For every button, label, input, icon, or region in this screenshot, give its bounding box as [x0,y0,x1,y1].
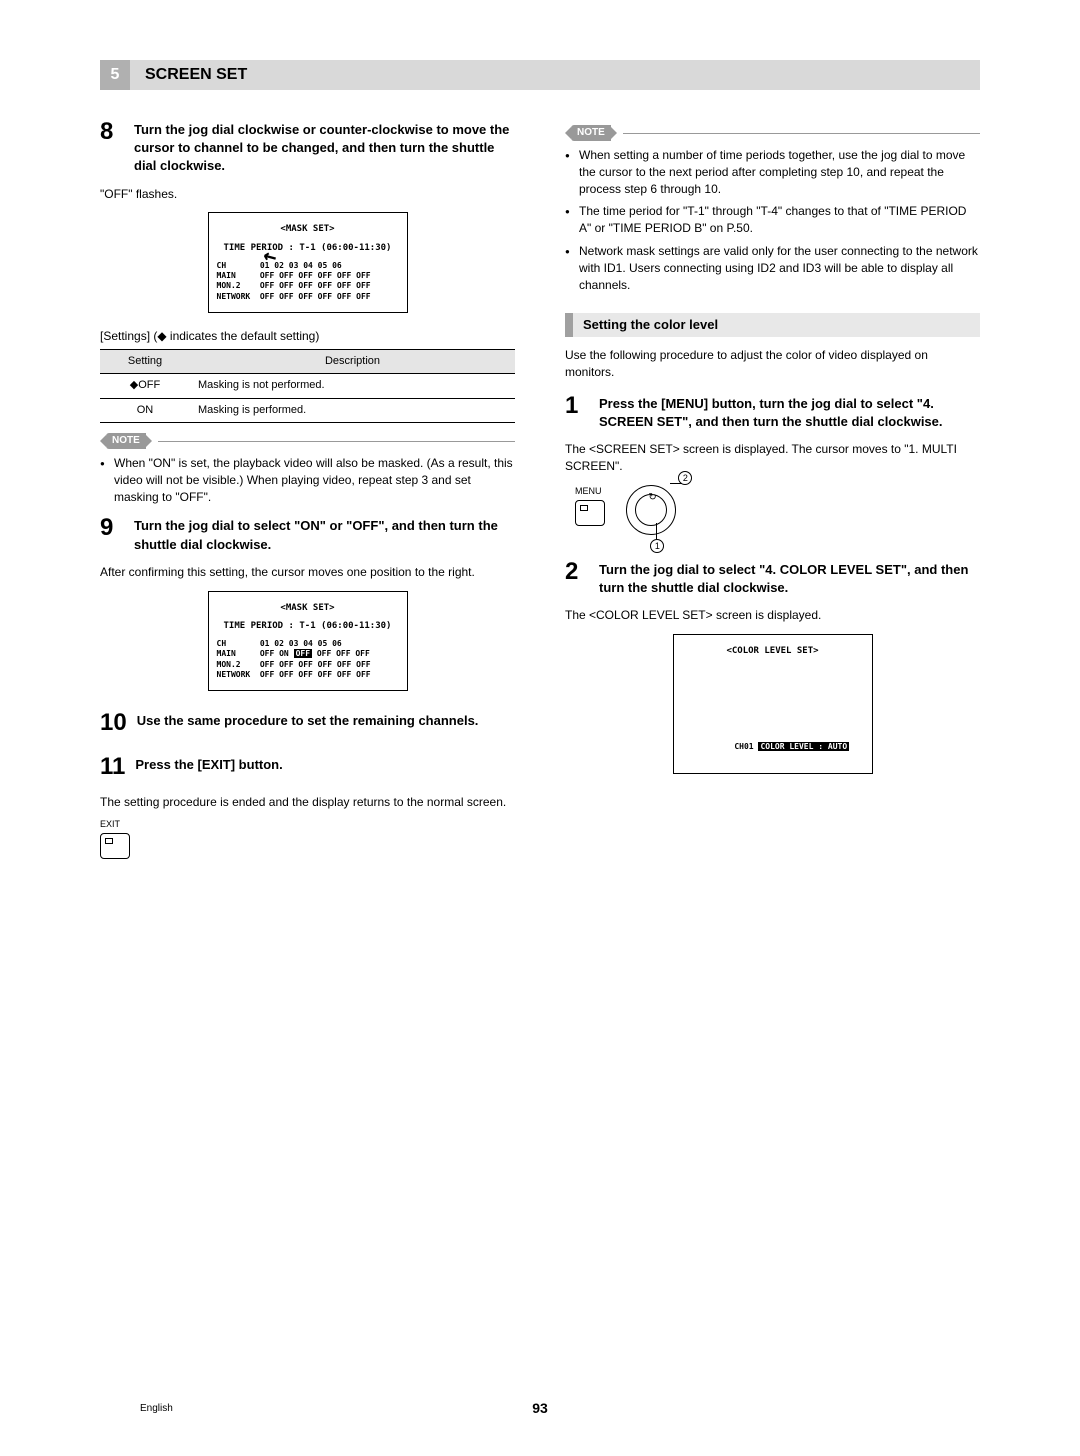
after-step11-text: The setting procedure is ended and the d… [100,794,515,811]
dial-arrow-icon: ↻ [648,491,656,505]
menu-label: MENU [575,485,605,498]
step-10: 10 Use the same procedure to set the rem… [100,706,515,740]
subsection-header: Setting the color level [565,313,980,337]
dial-marker-1: 1 [650,539,664,553]
step-number: 9 [100,511,124,553]
screen-title: <MASK SET> [217,602,399,615]
step-text: Turn the jog dial to select "ON" or "OFF… [134,511,515,553]
line-prefix: CH01 [734,742,758,751]
step-number: 1 [565,389,589,431]
step-number: 11 [100,750,125,784]
note-item: The time period for "T-1" through "T-4" … [565,203,980,237]
left-column: 8 Turn the jog dial clockwise or counter… [100,115,515,859]
subsection-title: Setting the color level [583,316,718,334]
color-level-screen: <COLOR LEVEL SET> CH01 COLOR LEVEL : AUT… [673,634,873,774]
page-number: 93 [0,1400,1080,1416]
note-divider: NOTE [565,125,980,141]
step-text: Press the [MENU] button, turn the jog di… [599,389,980,431]
note-list: When setting a number of time periods to… [565,147,980,293]
grid-highlight: OFF [294,649,312,658]
note-tri-icon [611,127,617,139]
menu-button-icon [575,500,605,526]
step-number: 2 [565,555,589,597]
table-header-row: Setting Description [100,349,515,373]
screen-title: <MASK SET> [217,223,399,236]
subsection-intro: Use the following procedure to adjust th… [565,347,980,381]
step-number: 8 [100,115,124,176]
table-row: ◆OFF Masking is not performed. [100,374,515,398]
settings-table: Setting Description ◆OFF Masking is not … [100,349,515,423]
grid-net: NETWORK OFF OFF OFF OFF OFF OFF [217,670,371,679]
exit-label: EXIT [100,818,515,831]
step-2: 2 Turn the jog dial to select "4. COLOR … [565,555,980,597]
step-9: 9 Turn the jog dial to select "ON" or "O… [100,511,515,553]
note-line [158,441,515,442]
step-text: Press the [EXIT] button. [135,750,282,784]
note-item: When setting a number of time periods to… [565,147,980,197]
cell: ON [100,398,190,422]
jog-dial-icon: 2 ↻ 1 [626,485,676,535]
grid-mon2: MON.2 OFF OFF OFF OFF OFF OFF [217,660,371,669]
note-item: When "ON" is set, the playback video wil… [100,455,515,505]
table-row: ON Masking is performed. [100,398,515,422]
screen-line: CH01 COLOR LEVEL : AUTO [674,732,872,763]
col-description: Description [190,349,515,373]
step-1: 1 Press the [MENU] button, turn the jog … [565,389,980,431]
grid-main-pre: MAIN OFF ON [217,649,294,658]
step-11: 11 Press the [EXIT] button. [100,750,515,784]
mask-set-screen-2: <MASK SET> TIME PERIOD : T-1 (06:00-11:3… [208,591,408,692]
settings-caption: [Settings] (◆ indicates the default sett… [100,328,515,345]
grid-main-post: OFF OFF OFF [312,649,370,658]
note-badge: NOTE [106,433,146,449]
content-columns: 8 Turn the jog dial clockwise or counter… [100,115,980,859]
step-text: Use the same procedure to set the remain… [137,706,479,740]
section-header: 5 SCREEN SET [112,60,980,90]
after-step9-text: After confirming this setting, the curso… [100,564,515,581]
step-text: Turn the jog dial to select "4. COLOR LE… [599,555,980,597]
exit-button-icon [100,833,130,859]
screen-subtitle: TIME PERIOD : T-1 (06:00-11:30) [217,620,399,633]
step-text: Turn the jog dial clockwise or counter-c… [134,115,515,176]
menu-dial-diagram: MENU 2 ↻ 1 [575,485,980,535]
note-badge: NOTE [571,125,611,141]
col-setting: Setting [100,349,190,373]
step-8: 8 Turn the jog dial clockwise or counter… [100,115,515,176]
mask-set-screen-1: <MASK SET> TIME PERIOD : T-1 (06:00-11:3… [208,212,408,313]
screen-grid: CH 01 02 03 04 05 06 MAIN OFF OFF OFF OF… [217,261,399,303]
screen-title: <COLOR LEVEL SET> [682,645,864,658]
screen-subtitle: TIME PERIOD : T-1 (06:00-11:30) [217,242,399,255]
grid-ch: CH 01 02 03 04 05 06 [217,639,342,648]
cell: Masking is performed. [190,398,515,422]
cell: ◆OFF [100,374,190,398]
note-item: Network mask settings are valid only for… [565,243,980,293]
note-line [623,133,980,134]
after-step2-text: The <COLOR LEVEL SET> screen is displaye… [565,607,980,624]
note-tri-icon [146,435,152,447]
exit-button-diagram: EXIT [100,818,515,859]
dial-line [656,523,657,539]
screen-grid: CH 01 02 03 04 05 06 MAIN OFF ON OFF OFF… [217,639,399,681]
line-highlight: COLOR LEVEL : AUTO [758,742,849,751]
right-column: NOTE When setting a number of time perio… [565,115,980,859]
off-flashes-text: "OFF" flashes. [100,186,515,203]
dial-line [670,483,682,484]
subsection-accent [565,313,573,337]
note-divider: NOTE [100,433,515,449]
note-list: When "ON" is set, the playback video wil… [100,455,515,505]
step-number: 10 [100,706,127,740]
section-number: 5 [100,60,130,90]
cell: Masking is not performed. [190,374,515,398]
section-title: SCREEN SET [145,66,247,84]
after-step1-text: The <SCREEN SET> screen is displayed. Th… [565,441,980,475]
